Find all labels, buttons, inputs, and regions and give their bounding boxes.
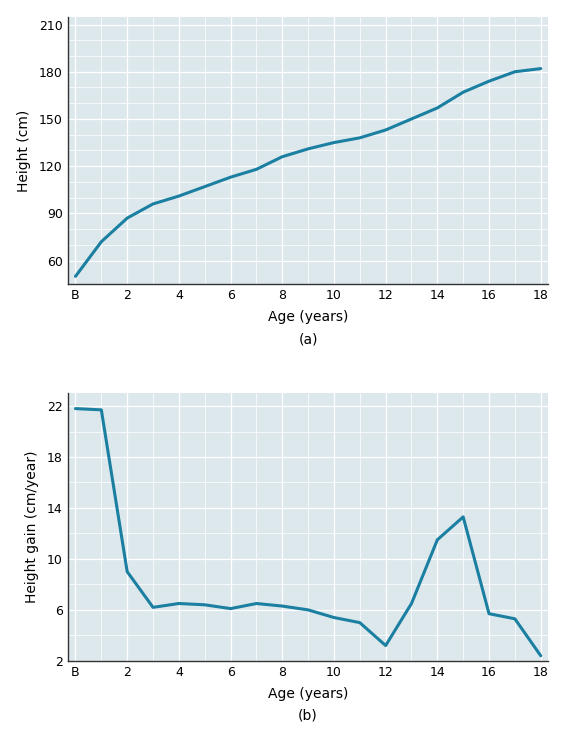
Text: (a): (a): [298, 332, 318, 346]
X-axis label: Age (years): Age (years): [268, 311, 348, 325]
Text: (b): (b): [298, 709, 318, 723]
Y-axis label: Height gain (cm/year): Height gain (cm/year): [25, 451, 38, 604]
Y-axis label: Height (cm): Height (cm): [16, 109, 31, 192]
X-axis label: Age (years): Age (years): [268, 687, 348, 701]
